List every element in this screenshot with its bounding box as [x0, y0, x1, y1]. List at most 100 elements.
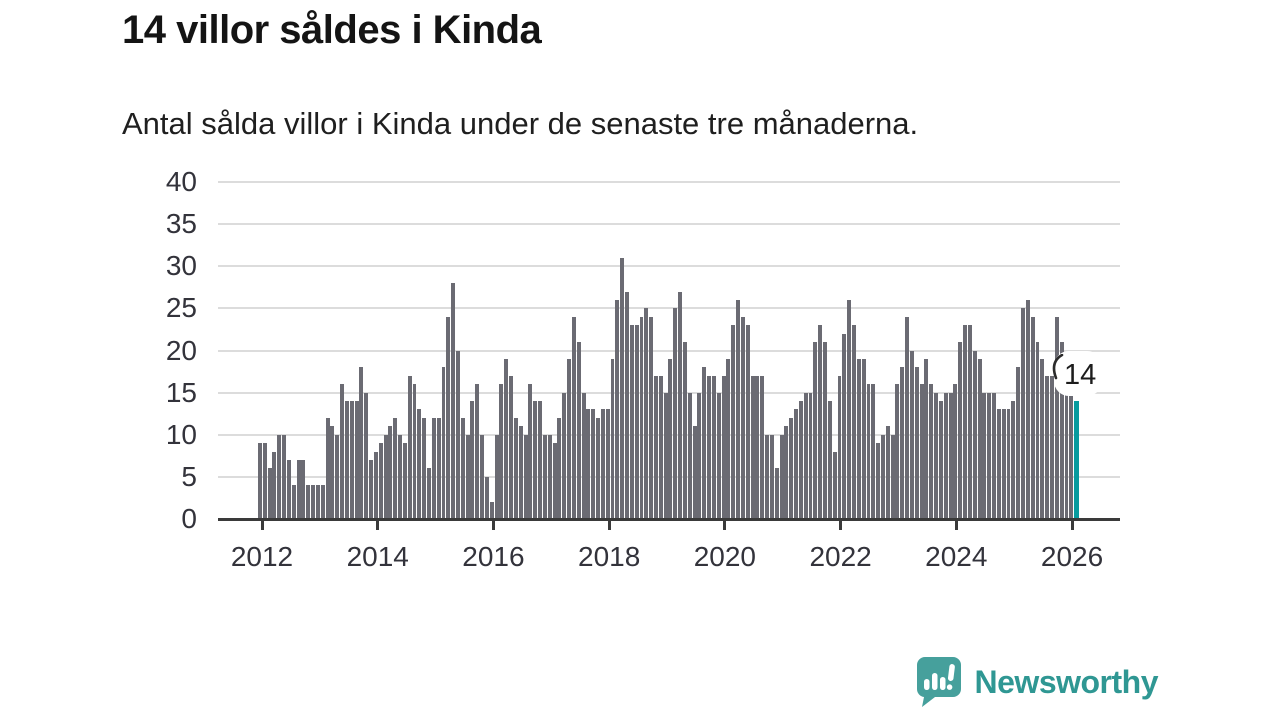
x-axis-tick	[723, 521, 727, 530]
bar	[451, 283, 456, 519]
y-axis-tick-label: 0	[181, 503, 197, 534]
bar	[1064, 392, 1069, 519]
bar	[262, 443, 267, 519]
y-axis-tick-label: 15	[165, 376, 197, 408]
gridline-y-40	[218, 181, 1120, 183]
bar	[880, 434, 885, 519]
bar	[258, 443, 262, 519]
bar	[716, 392, 721, 519]
bar	[282, 434, 287, 519]
bar	[1016, 367, 1021, 519]
x-axis-tick	[376, 521, 380, 530]
bar	[586, 409, 591, 519]
bar	[760, 375, 765, 519]
bar	[484, 476, 489, 519]
bar	[340, 384, 345, 519]
bar	[861, 358, 866, 519]
bar	[726, 358, 731, 519]
bar	[774, 468, 779, 519]
chart-title: 14 villor såldes i Kinda	[122, 8, 542, 52]
x-axis-tick	[954, 521, 958, 530]
y-axis-tick-label: 25	[165, 292, 197, 324]
bar	[682, 342, 687, 519]
bar	[996, 409, 1001, 519]
bar	[644, 308, 649, 519]
bar	[571, 316, 576, 519]
y-axis-tick-label: 40	[165, 166, 197, 197]
x-axis-tick	[1070, 521, 1074, 530]
bar	[895, 384, 900, 519]
bar	[856, 358, 861, 519]
x-axis-line	[218, 518, 1120, 521]
bar	[460, 417, 465, 519]
bar	[1050, 375, 1054, 519]
bar	[499, 384, 504, 519]
bar	[576, 342, 581, 519]
bar	[354, 401, 359, 519]
bar	[721, 375, 726, 519]
bar	[750, 375, 755, 519]
bar	[687, 392, 692, 519]
bar	[938, 401, 943, 519]
bar	[625, 291, 629, 519]
bar	[620, 257, 625, 519]
bar	[987, 392, 992, 519]
bar	[789, 417, 794, 519]
bar	[509, 375, 514, 519]
bar	[876, 443, 881, 519]
bar	[707, 375, 712, 519]
bar	[615, 299, 620, 519]
bar	[803, 392, 808, 519]
bar	[1045, 375, 1050, 519]
bar	[267, 468, 272, 519]
x-axis-tick-label: 2020	[693, 541, 757, 572]
bar	[513, 417, 518, 519]
gridline-y-35	[218, 223, 1120, 226]
bar	[972, 350, 977, 519]
bar	[315, 485, 320, 519]
bar	[1069, 392, 1074, 519]
bar	[378, 443, 383, 519]
bar	[711, 375, 716, 519]
bar	[581, 392, 586, 519]
bar	[272, 451, 277, 519]
bar	[552, 443, 557, 519]
y-axis-tick-label: 35	[165, 208, 197, 240]
bar	[470, 401, 475, 519]
x-axis-tick-label: 2016	[462, 541, 525, 572]
bar	[784, 426, 789, 519]
bar	[417, 409, 422, 519]
bar	[344, 401, 349, 519]
bar	[301, 460, 306, 519]
bar	[330, 426, 335, 519]
bar	[909, 350, 914, 519]
bar	[827, 401, 832, 519]
bar	[929, 384, 934, 519]
bar	[982, 392, 987, 519]
gridline-y-25	[218, 307, 1120, 310]
bar	[678, 291, 683, 519]
bar	[692, 426, 697, 519]
bar	[639, 316, 644, 519]
bar	[769, 434, 774, 519]
bar	[489, 502, 494, 519]
bar	[914, 367, 919, 519]
x-axis-tick	[260, 521, 264, 530]
bar	[1059, 342, 1064, 519]
bar	[402, 443, 407, 519]
bar	[842, 333, 847, 519]
bar	[813, 342, 818, 519]
x-axis-tick-label: 2014	[346, 541, 409, 572]
bar	[359, 367, 364, 519]
bar	[605, 409, 610, 519]
bar	[427, 468, 431, 519]
bar	[634, 325, 639, 519]
bar	[422, 417, 427, 519]
bar	[538, 401, 543, 519]
bar	[533, 401, 538, 519]
x-axis-tick-label: 2012	[230, 541, 294, 572]
bar	[383, 434, 388, 519]
bar	[736, 299, 741, 519]
newsworthy-logo: Newsworthy	[915, 656, 1159, 708]
